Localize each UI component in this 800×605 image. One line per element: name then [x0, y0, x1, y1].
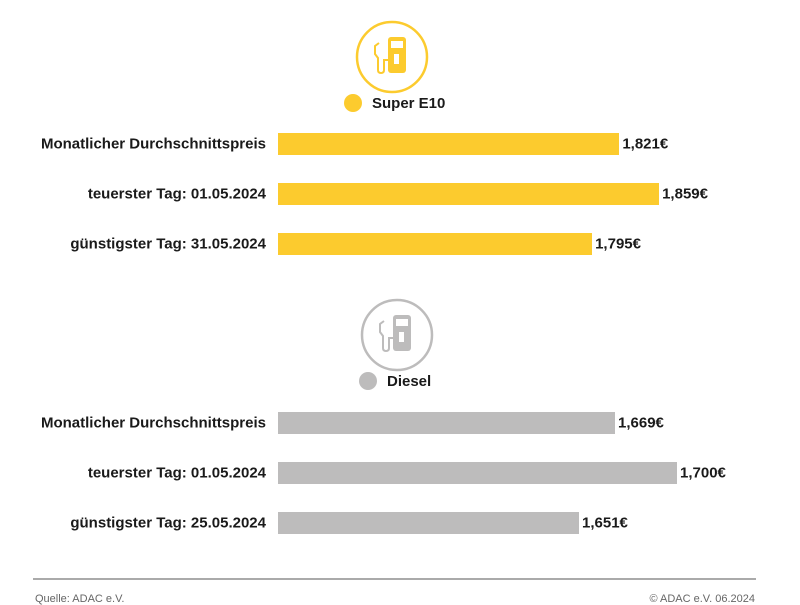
- value-label: 1,821€: [622, 135, 669, 153]
- legend-swatch: [344, 94, 362, 112]
- category-label: teuerster Tag: 01.05.2024: [87, 464, 266, 482]
- footer-divider: [33, 578, 756, 580]
- source-note: Quelle: ADAC e.V.: [35, 593, 125, 605]
- super-legend: Super E10: [344, 94, 445, 112]
- legend-label: Diesel: [387, 372, 432, 390]
- category-label: Monatlicher Durchschnittspreis: [40, 135, 266, 153]
- value-label: 1,795€: [595, 235, 641, 253]
- category-label: teuerster Tag: 01.05.2024: [87, 185, 266, 203]
- legend-swatch: [359, 372, 377, 390]
- bar: [278, 233, 593, 255]
- legend-label: Super E10: [372, 94, 446, 112]
- bar: [278, 183, 660, 205]
- bar: [278, 512, 579, 534]
- value-label: 1,669€: [618, 414, 664, 432]
- category-label: günstigster Tag: 31.05.2024: [70, 235, 266, 253]
- value-label: 1,651€: [582, 514, 628, 532]
- value-label: 1,700€: [680, 464, 726, 482]
- diesel-legend: Diesel: [359, 372, 431, 390]
- value-label: 1,859€: [662, 185, 708, 203]
- category-label: günstigster Tag: 25.05.2024: [70, 514, 266, 532]
- diesel-fuel-pump-icon: [360, 298, 434, 372]
- bar: [278, 462, 677, 484]
- bar: [278, 133, 620, 155]
- super-fuel-pump-icon: [355, 20, 429, 94]
- bar: [278, 412, 615, 434]
- copyright-note: © ADAC e.V. 06.2024: [649, 593, 755, 605]
- category-label: Monatlicher Durchschnittspreis: [40, 414, 266, 432]
